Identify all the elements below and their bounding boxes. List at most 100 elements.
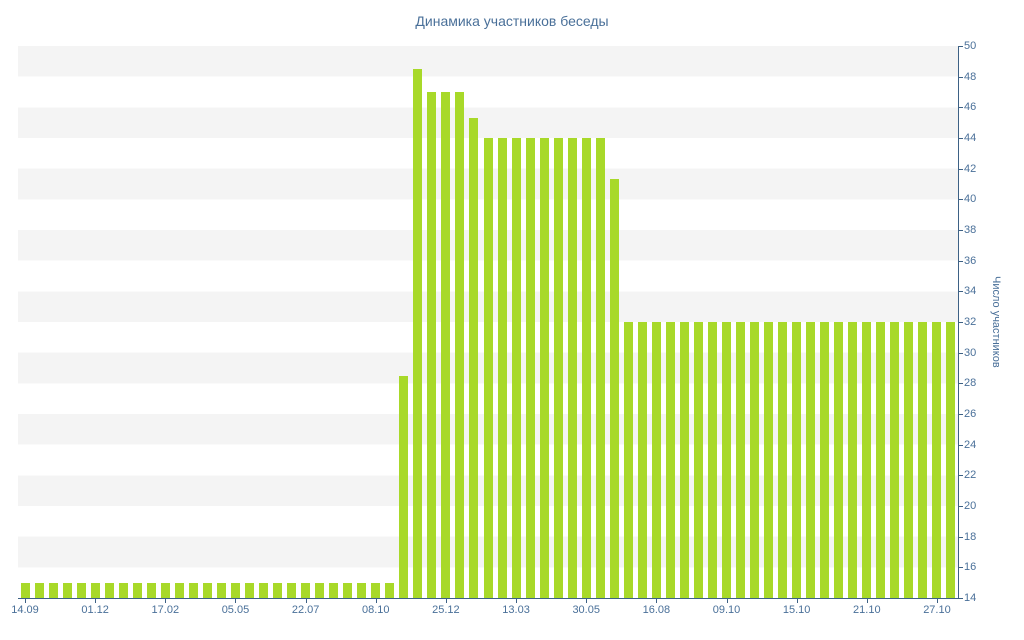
y-tick-label: 18 (964, 530, 977, 543)
bar (371, 582, 381, 598)
y-tick-mark (958, 230, 963, 231)
x-tick-label: 16.08 (642, 604, 671, 616)
y-tick-label: 16 (964, 561, 977, 574)
bar (497, 138, 507, 598)
x-tick-label: 25.12 (432, 604, 460, 616)
bar (202, 582, 212, 598)
x-tick-mark (586, 598, 588, 603)
y-tick-label: 46 (964, 101, 977, 114)
y-tick-label: 38 (964, 224, 977, 236)
bar (104, 582, 114, 598)
bar (20, 582, 30, 598)
bar (62, 582, 72, 598)
bar (90, 582, 100, 598)
y-tick-label: 24 (964, 438, 977, 451)
y-tick-label: 36 (964, 254, 977, 267)
bar (750, 322, 760, 598)
bar (441, 92, 451, 598)
y-tick-mark (958, 168, 963, 170)
bar (792, 322, 802, 598)
x-tick-mark (25, 598, 26, 603)
bar (399, 375, 409, 598)
x-tick-mark (375, 598, 377, 603)
x-tick-mark (866, 598, 868, 603)
x-tick-mark (305, 598, 307, 603)
bar (778, 322, 788, 598)
x-tick-mark (796, 598, 798, 603)
bars-container (18, 46, 958, 598)
bar (581, 138, 591, 598)
bar (469, 118, 479, 598)
bar (132, 582, 142, 598)
bar (146, 582, 156, 598)
y-tick-label: 32 (964, 316, 977, 328)
bar (244, 582, 254, 598)
bar (932, 322, 942, 598)
y-tick-mark (958, 598, 963, 599)
x-tick-label: 17.02 (151, 604, 180, 616)
y-tick-mark (958, 383, 963, 385)
x-tick-label: 09.10 (712, 604, 741, 616)
bar (273, 582, 283, 598)
y-tick-label: 48 (964, 70, 977, 83)
y-tick-mark (958, 352, 963, 354)
y-tick-label: 40 (964, 193, 977, 206)
x-tick-mark (936, 598, 938, 603)
bar (483, 138, 493, 598)
y-tick-mark (958, 567, 963, 569)
bar (890, 322, 900, 598)
x-tick-mark (235, 598, 237, 603)
x-tick-mark (95, 598, 97, 603)
bar (301, 582, 311, 598)
y-tick-label: 28 (964, 377, 977, 390)
x-tick-mark (516, 598, 518, 603)
bar (174, 582, 184, 598)
y-tick-mark (958, 46, 963, 47)
bar (160, 582, 170, 598)
x-tick-label: 13.03 (502, 604, 530, 616)
bar (455, 92, 465, 598)
y-tick-mark (958, 322, 963, 323)
x-tick-mark (656, 598, 658, 603)
y-tick-label: 44 (964, 132, 977, 144)
bar (834, 322, 844, 598)
y-tick-mark (958, 260, 963, 262)
y-tick-label: 42 (964, 162, 977, 175)
bar (876, 322, 886, 598)
bar (651, 322, 661, 598)
bar (665, 322, 675, 598)
bar (329, 582, 339, 598)
y-tick-mark (958, 506, 963, 507)
bar (693, 322, 703, 598)
y-tick-label: 26 (964, 408, 977, 420)
bar (595, 138, 605, 598)
y-tick-label: 20 (964, 500, 977, 512)
bar (862, 322, 872, 598)
y-axis-title: Число участников (990, 276, 1002, 368)
x-tick-mark (445, 598, 447, 603)
x-tick-mark (165, 598, 167, 603)
bar (315, 582, 325, 598)
x-tick-label: 05.05 (221, 604, 250, 616)
y-tick-mark (958, 107, 963, 109)
y-tick-label: 34 (964, 285, 977, 298)
y-tick-label: 50 (964, 40, 977, 52)
plot-area (18, 46, 959, 599)
bar (230, 582, 240, 598)
bar (609, 179, 619, 598)
y-tick-label: 22 (964, 469, 977, 482)
y-tick-mark (958, 414, 963, 415)
y-tick-mark (958, 444, 963, 446)
y-tick-mark (958, 138, 963, 139)
bar (904, 322, 914, 598)
x-tick-label: 15.10 (782, 604, 811, 616)
bar (820, 322, 830, 598)
bar (946, 322, 956, 598)
bar (764, 322, 774, 598)
bar (567, 138, 577, 598)
bar (707, 322, 717, 598)
y-tick-mark (958, 475, 963, 477)
x-tick-label: 30.05 (572, 604, 600, 616)
x-tick-label: 22.07 (291, 604, 320, 616)
